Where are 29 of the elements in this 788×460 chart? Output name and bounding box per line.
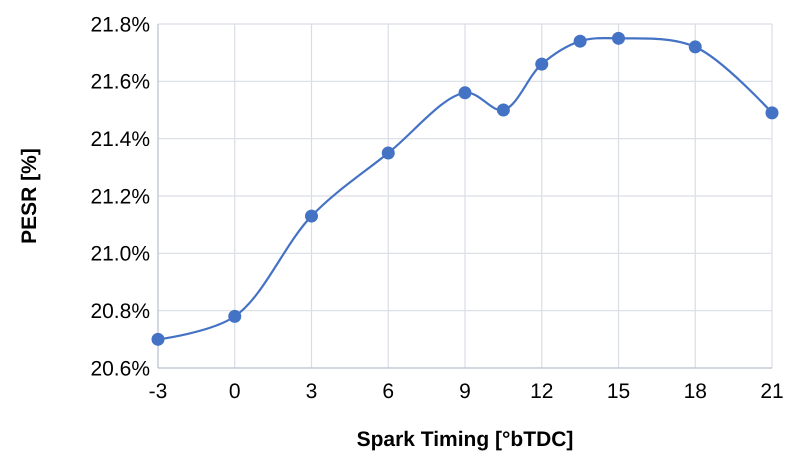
y-tick-label: 21.8% bbox=[90, 13, 150, 36]
y-tick-label: 21.6% bbox=[90, 70, 150, 94]
point bbox=[496, 104, 510, 116]
x-tick-label: 15 bbox=[606, 380, 630, 403]
y-axis-title: PESR [%] bbox=[18, 148, 41, 244]
point bbox=[382, 146, 395, 160]
point bbox=[574, 34, 587, 48]
point bbox=[612, 32, 625, 45]
point bbox=[458, 86, 472, 100]
x-tick-label: 21 bbox=[760, 380, 784, 403]
x-tick-label: 6 bbox=[382, 380, 394, 403]
y-tick-label: 21.0% bbox=[90, 242, 150, 266]
x-tick-label: 18 bbox=[684, 380, 707, 403]
point bbox=[766, 106, 778, 120]
x-tick-label: 12 bbox=[530, 380, 554, 403]
point bbox=[688, 40, 702, 54]
point bbox=[228, 310, 242, 323]
y-tick-label: 21.4% bbox=[90, 128, 150, 152]
x-tick-label: 0 bbox=[228, 380, 241, 403]
x-axis-title: Spark Timing [°bTDC] bbox=[356, 428, 574, 451]
x-tick-label: -3 bbox=[148, 380, 168, 403]
y-tick-label: 20.6% bbox=[90, 357, 150, 380]
x-tick-label: 9 bbox=[459, 380, 471, 403]
point bbox=[535, 58, 548, 71]
y-tick-label: 20.8% bbox=[90, 300, 150, 324]
point bbox=[305, 210, 318, 223]
y-tick-label: 21.2% bbox=[90, 185, 150, 208]
point bbox=[152, 332, 164, 346]
x-tick-label: 3 bbox=[306, 380, 318, 403]
